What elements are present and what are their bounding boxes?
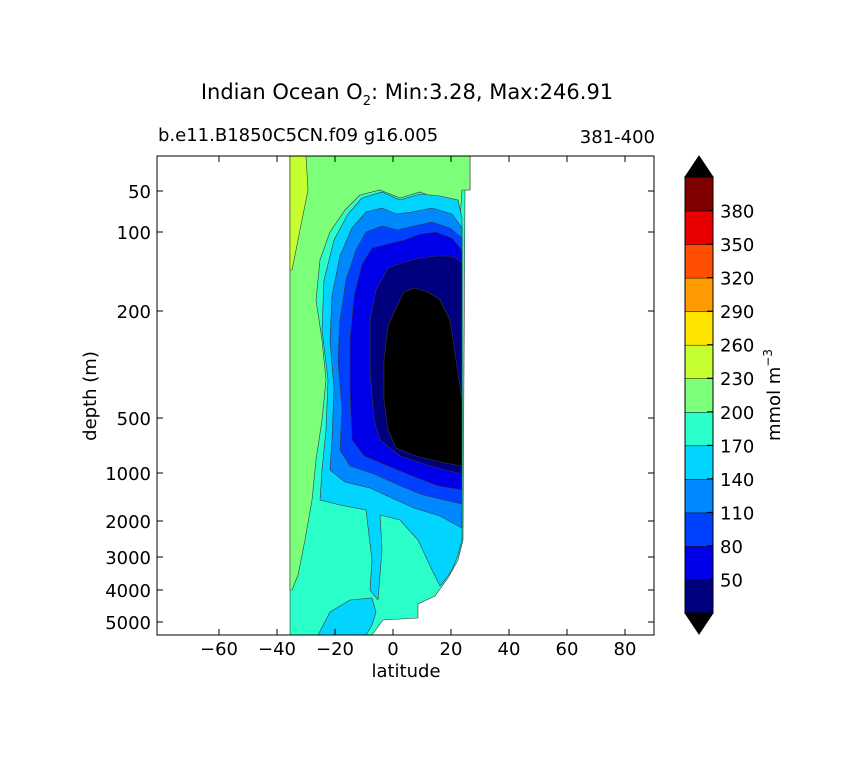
- colorbar-tick-label: 290: [720, 302, 754, 323]
- colorbar-tick-label: 320: [720, 269, 754, 290]
- contour-230-260: [289, 155, 309, 271]
- colorbar-tick-label: 380: [720, 202, 754, 223]
- y-tick-label: 4000: [105, 581, 151, 602]
- y-tick-label: 100: [117, 223, 151, 244]
- plot-frame: [156, 155, 655, 636]
- colorbar-tick-label: 80: [720, 537, 743, 558]
- subtitle-left: b.e11.B1850C5CN.f09 g16.005: [158, 125, 438, 146]
- subtitle-right: 381-400: [580, 127, 655, 148]
- y-ticks: 50 100 200 500 1000 2000 3000 4000 5000: [105, 182, 654, 634]
- colorbar-blocks: [684, 176, 714, 614]
- colorbar-block: [684, 277, 714, 312]
- colorbar-tick-label: 50: [720, 570, 743, 591]
- y-tick-label: 50: [128, 182, 151, 203]
- colorbar-block: [684, 310, 714, 346]
- colorbar-frame: [684, 176, 714, 614]
- x-tick-label: 0: [387, 639, 398, 660]
- colorbar-block: [684, 243, 714, 279]
- colorbar-bottom-arrow: [684, 612, 714, 635]
- colorbar-block: [684, 344, 714, 379]
- x-tick-label: −60: [200, 639, 238, 660]
- colorbar-top-arrow: [684, 155, 714, 178]
- y-axis-label: depth (m): [80, 351, 101, 441]
- colorbar-tick-label: 140: [720, 470, 754, 491]
- contour-140-170-bottom: [317, 597, 377, 636]
- colorbar-ticks: 50 80 110 140 170 200 230 260 290 320 350 380: [707, 202, 754, 591]
- colorbar-block: [684, 545, 714, 581]
- y-tick-label: 2000: [105, 512, 151, 533]
- y-tick-label: 200: [117, 302, 151, 323]
- colorbar-tick-label: 350: [720, 235, 754, 256]
- colorbar-block: [684, 478, 714, 514]
- colorbar-block: [684, 512, 714, 547]
- colorbar: 50 80 110 140 170 200 230 260 290 320 350 380 mmol …: [684, 155, 785, 635]
- colorbar-tick-label: 200: [720, 403, 754, 424]
- contour-fill: [289, 155, 471, 636]
- x-tick-label: 60: [556, 639, 579, 660]
- colorbar-tick-label: 230: [720, 369, 754, 390]
- colorbar-block: [684, 445, 714, 480]
- x-tick-label: 20: [440, 639, 463, 660]
- y-tick-label: 5000: [105, 613, 151, 634]
- x-axis-label: latitude: [371, 661, 440, 682]
- colorbar-block: [684, 411, 714, 447]
- colorbar-block: [684, 210, 714, 245]
- y-tick-label: 500: [117, 409, 151, 430]
- colorbar-block: [684, 377, 714, 413]
- x-ticks: −60 −40 −20 0 20 40 60 80: [200, 156, 636, 660]
- contour-core: [383, 287, 463, 467]
- colorbar-tick-label: 110: [720, 503, 754, 524]
- y-tick-label: 1000: [105, 464, 151, 485]
- colorbar-tick-label: 170: [720, 436, 754, 457]
- colorbar-block: [684, 176, 714, 212]
- colorbar-label: mmol m−3: [761, 349, 785, 441]
- y-tick-label: 3000: [105, 548, 151, 569]
- chart-title: Indian Ocean O2: Min:3.28, Max:246.91: [201, 80, 613, 109]
- x-tick-label: 40: [498, 639, 521, 660]
- plot-area: −60 −40 −20 0 20 40 60 80 50 100 200 500 1000 2000 30…: [105, 155, 655, 660]
- colorbar-tick-label: 260: [720, 336, 754, 357]
- x-tick-label: −20: [316, 639, 354, 660]
- x-tick-label: 80: [614, 639, 637, 660]
- x-tick-label: −40: [258, 639, 296, 660]
- colorbar-block: [684, 579, 714, 614]
